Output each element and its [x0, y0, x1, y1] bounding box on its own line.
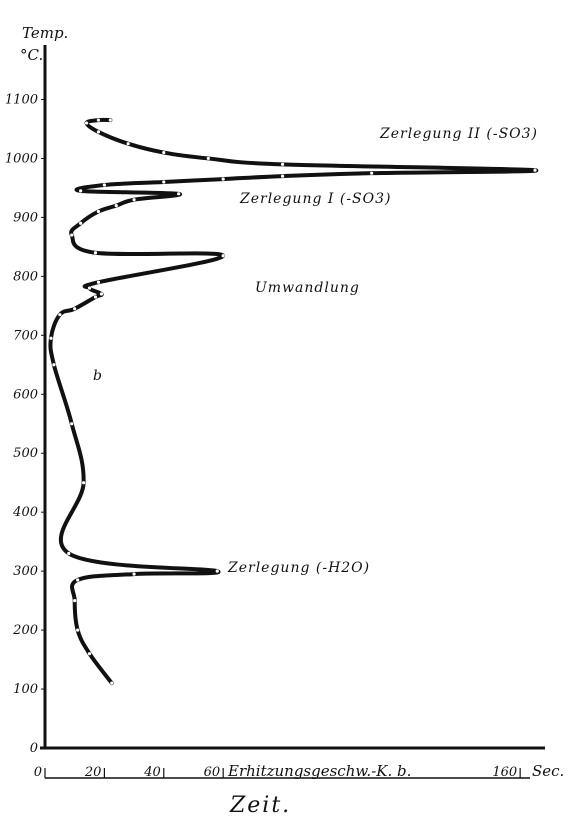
- data-point: [114, 204, 118, 208]
- data-point: [126, 142, 130, 146]
- data-point: [108, 118, 112, 122]
- x-tick-label: 40: [143, 765, 161, 780]
- curve-points: [49, 118, 537, 685]
- data-point: [76, 628, 80, 632]
- y-tick-label: 800: [13, 269, 38, 284]
- data-point: [533, 168, 537, 172]
- x-ticks: 0 20 40 60 160: [34, 765, 521, 780]
- annotation-zerlegung-h2o: Zerlegung (-H2O): [227, 560, 370, 576]
- data-point: [49, 336, 53, 340]
- y-axis-unit: °C.: [20, 46, 43, 64]
- data-point: [370, 171, 374, 175]
- x-axis-unit: Sec.: [532, 762, 564, 780]
- data-point: [87, 652, 92, 656]
- y-tick-label: 700: [13, 328, 38, 343]
- data-point: [96, 130, 101, 134]
- data-point: [162, 150, 166, 155]
- y-tick-label: 400: [12, 505, 38, 520]
- y-tick-label: 500: [13, 446, 38, 461]
- y-tick-label: 1100: [5, 92, 38, 107]
- y-tick-label: 300: [13, 564, 38, 579]
- data-point: [73, 307, 77, 311]
- data-point: [221, 177, 225, 181]
- x-axis-title: Zeit.: [229, 793, 291, 818]
- data-point: [110, 681, 114, 685]
- data-point: [96, 118, 101, 122]
- y-tick-label: 100: [13, 682, 38, 697]
- data-point: [221, 254, 225, 258]
- data-point: [132, 198, 136, 202]
- data-point: [215, 569, 219, 573]
- data-point: [84, 121, 89, 125]
- data-point: [87, 286, 92, 290]
- data-point: [206, 156, 210, 161]
- data-point: [96, 280, 101, 284]
- data-point: [93, 251, 98, 255]
- data-point: [280, 162, 285, 166]
- data-point: [70, 233, 74, 237]
- data-point: [79, 189, 83, 193]
- x-tick-label: 20: [84, 765, 102, 780]
- x-tick-label: 60: [204, 765, 221, 780]
- data-point: [93, 295, 98, 299]
- data-point: [79, 221, 83, 225]
- y-tick-label: 900: [13, 210, 38, 225]
- data-point: [96, 209, 101, 214]
- y-axis-title: Temp.: [22, 24, 68, 42]
- data-point: [52, 363, 56, 367]
- data-point: [280, 174, 285, 178]
- x-axis-text: Erhitzungsgeschw.-K. b.: [227, 762, 411, 780]
- annotation-zerlegung-1: Zerlegung I (-SO3): [239, 191, 392, 207]
- curve-label-b: b: [93, 368, 103, 384]
- x-tick-label: 160: [492, 765, 517, 780]
- data-point: [70, 422, 74, 426]
- data-point: [99, 292, 104, 296]
- data-point: [162, 180, 166, 184]
- data-point: [102, 183, 106, 187]
- y-tick-label: 200: [12, 623, 38, 638]
- data-point: [67, 551, 71, 556]
- y-ticks: 0 100 200 300 400 500 600 700 800 900 1000 1100: [5, 92, 45, 756]
- y-tick-label: 0: [30, 741, 38, 756]
- data-point: [132, 572, 136, 576]
- annotation-zerlegung-2: Zerlegung II (-SO3): [379, 126, 538, 142]
- data-point: [82, 481, 86, 485]
- data-point: [76, 578, 80, 582]
- x-tick-label: 0: [34, 765, 42, 780]
- data-point: [177, 192, 181, 196]
- y-tick-label: 600: [13, 387, 38, 402]
- annotation-umwandlung: Umwandlung: [255, 280, 360, 296]
- data-point: [73, 599, 77, 603]
- data-point: [58, 313, 62, 317]
- y-tick-label: 1000: [5, 151, 38, 166]
